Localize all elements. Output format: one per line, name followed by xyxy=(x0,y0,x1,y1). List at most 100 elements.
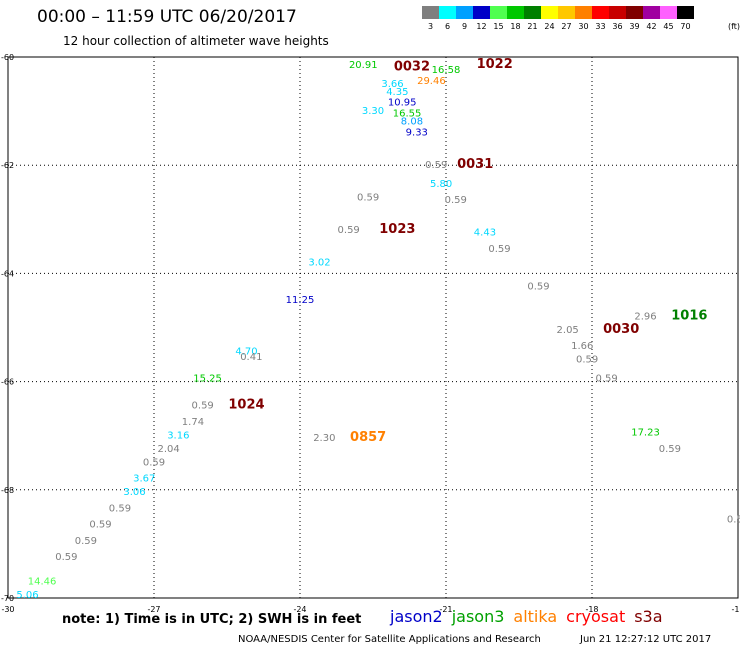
y-tick-label: -62 xyxy=(1,161,14,170)
wave-height-value: 4.35 xyxy=(386,87,408,98)
y-tick-label: -64 xyxy=(1,269,14,278)
wave-height-value: 14.46 xyxy=(28,576,57,587)
wave-height-value: 16.55 xyxy=(393,109,422,120)
legend-item-jason3: jason3 xyxy=(451,607,505,626)
legend-item-s3a: s3a xyxy=(634,607,663,626)
color-scale-label: 21 xyxy=(527,22,538,31)
wave-height-value: 15.25 xyxy=(193,374,222,385)
wave-height-value: 0.59 xyxy=(527,282,549,293)
chart-subtitle: 12 hour collection of altimeter wave hei… xyxy=(63,34,329,48)
color-scale-unit: (ft) xyxy=(728,22,740,31)
pass-time-label: 0031 xyxy=(457,157,493,172)
color-swatch xyxy=(558,6,575,19)
pass-time-label: 0030 xyxy=(603,322,639,337)
color-scale-step: 12 xyxy=(473,6,490,31)
color-swatch xyxy=(626,6,643,19)
wave-height-value: 2.04 xyxy=(157,444,179,455)
color-scale-label: 70 xyxy=(680,22,691,31)
pass-time-label: 1016 xyxy=(671,308,707,323)
color-swatch xyxy=(677,6,694,19)
y-tick-label: -70 xyxy=(1,594,14,603)
wave-height-value: 0.59 xyxy=(445,195,467,206)
pass-time-label: 0857 xyxy=(350,430,386,445)
wave-height-value: 0.59 xyxy=(659,444,681,455)
color-swatch xyxy=(456,6,473,19)
color-scale-label: 27 xyxy=(561,22,572,31)
color-swatch xyxy=(473,6,490,19)
wave-height-value: 0.41 xyxy=(240,352,262,363)
plot-frame xyxy=(7,56,739,599)
wave-height-value: 5.80 xyxy=(430,179,452,190)
wave-height-value: 17.23 xyxy=(631,428,660,439)
pass-time-label: 0032 xyxy=(394,60,430,75)
legend-item-jason2: jason2 xyxy=(390,607,443,626)
color-scale-step: 30 xyxy=(575,6,592,31)
wave-height-value: 8.08 xyxy=(401,117,423,128)
footer-date: Jun 21 12:27:12 UTC 2017 xyxy=(580,634,712,645)
wave-height-value: 0.59 xyxy=(357,192,379,203)
wave-height-value: 0.59 xyxy=(488,244,510,255)
wave-height-value: 0.59 xyxy=(192,401,214,412)
y-tick-label: -60 xyxy=(1,53,14,62)
color-scale-label: 3 xyxy=(427,22,434,31)
wave-height-value: 0.59 xyxy=(143,457,165,468)
color-scale-step: 21 xyxy=(524,6,541,31)
color-scale-label: 42 xyxy=(646,22,657,31)
color-scale-bar: 3 6 9 12 15 18 21 24 27 30 33 36 39 42 45 70 xyxy=(422,6,694,31)
wave-height-value: 0.59 xyxy=(727,514,740,525)
y-tick-label: -66 xyxy=(1,378,14,387)
color-swatch xyxy=(490,6,507,19)
color-scale-step: 45 xyxy=(660,6,677,31)
color-swatch xyxy=(541,6,558,19)
color-scale-step: 33 xyxy=(592,6,609,31)
color-scale-step: 6 xyxy=(439,6,456,31)
wave-height-value: 3.16 xyxy=(167,430,189,441)
wave-height-value: 0.59 xyxy=(109,503,131,514)
wave-height-value: 10.95 xyxy=(388,98,417,109)
wave-height-value: 0.59 xyxy=(576,355,598,366)
legend-item-cryosat: cryosat xyxy=(566,607,626,626)
y-tick-label: -68 xyxy=(1,486,14,495)
wave-height-value: 16.58 xyxy=(432,65,461,76)
wave-height-value: 0.59 xyxy=(89,520,111,531)
wave-height-value: 9.33 xyxy=(406,127,428,138)
wave-height-value: 2.30 xyxy=(313,433,335,444)
wave-height-value: 2.96 xyxy=(634,311,656,322)
wave-height-value: 0.59 xyxy=(338,225,360,236)
color-swatch xyxy=(507,6,524,19)
color-scale-label: 45 xyxy=(663,22,674,31)
color-swatch xyxy=(524,6,541,19)
color-scale-step: 36 xyxy=(609,6,626,31)
wave-height-value: 3.06 xyxy=(123,487,145,498)
color-scale-step: 39 xyxy=(626,6,643,31)
color-scale-label: 30 xyxy=(578,22,589,31)
pass-time-label: 1024 xyxy=(228,398,264,413)
wave-height-value: 1.74 xyxy=(182,417,204,428)
wave-height-value: 20.91 xyxy=(349,60,378,71)
wave-height-value: 3.66 xyxy=(381,79,403,90)
note-text: note: 1) Time is in UTC; 2) SWH is in fe… xyxy=(62,612,362,627)
wave-height-value: 4.43 xyxy=(474,228,496,239)
satellite-legend: jason2 jason3 altika cryosat s3a xyxy=(390,607,672,626)
x-tick-label: -21 xyxy=(439,605,452,614)
x-tick-label: -24 xyxy=(293,605,306,614)
color-scale-label: 18 xyxy=(510,22,521,31)
color-scale-step: 15 xyxy=(490,6,507,31)
color-scale-step: 18 xyxy=(507,6,524,31)
wave-height-value: 0.59 xyxy=(55,552,77,563)
color-scale-label: 39 xyxy=(629,22,640,31)
wave-height-value: 11.25 xyxy=(286,295,315,306)
wave-height-value: 0.59 xyxy=(595,374,617,385)
x-tick-label: -18 xyxy=(585,605,598,614)
x-tick-label: -27 xyxy=(147,605,160,614)
x-tick-label: -15 xyxy=(731,605,740,614)
color-scale-step: 24 xyxy=(541,6,558,31)
wave-height-value: 4.70 xyxy=(235,347,257,358)
color-swatch xyxy=(575,6,592,19)
wave-height-value: 3.30 xyxy=(362,106,384,117)
chart-title: 00:00 – 11:59 UTC 06/20/2017 xyxy=(37,7,297,27)
legend-item-altika: altika xyxy=(513,607,558,626)
color-scale-label: 12 xyxy=(476,22,487,31)
color-scale-step: 9 xyxy=(456,6,473,31)
